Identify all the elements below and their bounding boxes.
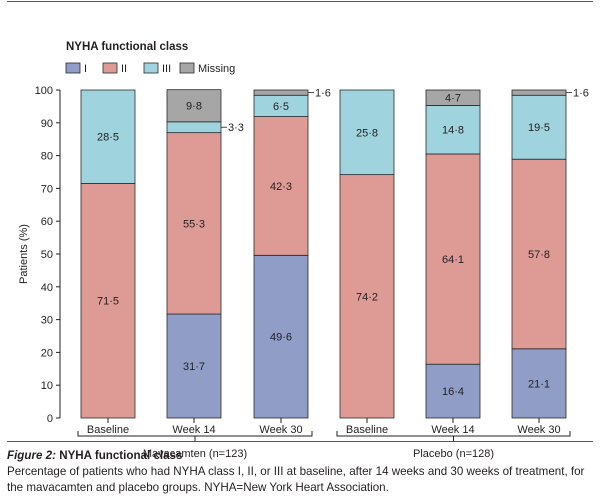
data-label: 49·6 [270, 332, 292, 344]
data-label: 19·5 [528, 122, 550, 134]
data-label: 21·1 [528, 378, 550, 390]
data-label: 31·7 [183, 361, 205, 373]
legend-title: NYHA functional class [66, 41, 188, 53]
bar-segment-ii [253, 116, 309, 256]
y-tick-label: 40 [41, 282, 53, 294]
data-label: 74·2 [356, 291, 378, 303]
legend-label-missing: Missing [198, 63, 235, 75]
bar-segment-iii [511, 94, 567, 160]
bar-segment-i [425, 363, 481, 419]
bar-segment-ii [425, 153, 481, 365]
bar-segment-missing [511, 89, 567, 96]
data-label: 25·8 [356, 127, 378, 139]
y-tick-label: 0 [47, 413, 53, 425]
legend-swatch-iii [143, 62, 159, 74]
data-label: 9·8 [186, 101, 202, 113]
caption-divider [7, 441, 593, 442]
data-label: 28·5 [97, 132, 119, 144]
y-tick-label: 60 [41, 216, 53, 228]
y-axis-label: Patients (%) [18, 224, 30, 284]
bar-segment-missing [425, 89, 481, 106]
caption-text: Percentage of patients who had NYHA clas… [7, 465, 585, 494]
legend-label-i: I [84, 63, 87, 75]
bar-segment-iii [166, 121, 222, 134]
y-tick-label: 20 [41, 347, 53, 359]
y-tick-label: 10 [41, 380, 53, 392]
data-label: 1·6 [573, 88, 589, 100]
data-label: 3·3 [228, 122, 244, 134]
legend-swatch-missing [179, 62, 195, 74]
caption-title-text: NYHA functional class [55, 449, 183, 462]
bar-segment-ii [511, 158, 567, 350]
group-label: Placebo (n=128) [413, 448, 494, 460]
bar-segment-iii [80, 89, 136, 184]
bar-segment-i [253, 254, 309, 419]
x-tick-label: Week 30 [259, 424, 302, 436]
legend-swatch-ii [102, 62, 118, 74]
data-label: 16·4 [442, 386, 464, 398]
x-tick-label: Week 14 [172, 424, 215, 436]
data-label: 71·5 [97, 296, 119, 308]
data-label: 55·3 [183, 218, 205, 230]
y-tick-label: 70 [41, 183, 53, 195]
y-tick-label: 90 [41, 118, 53, 130]
bar-segment-missing [166, 89, 222, 123]
data-label: 4·7 [445, 93, 461, 105]
legend-label-iii: III [162, 63, 171, 75]
y-tick-label: 30 [41, 315, 53, 327]
data-label: 6·5 [273, 101, 289, 113]
legend-label-ii: II [121, 63, 127, 75]
data-label: 42·3 [270, 181, 292, 193]
x-tick-label: Baseline [87, 424, 129, 436]
bar-segment-ii [339, 174, 395, 419]
caption-figure-label: Figure 2: [7, 449, 56, 462]
y-tick-label: 100 [35, 85, 53, 97]
legend-swatch-i [65, 62, 81, 74]
data-label: 64·1 [442, 254, 464, 266]
bar-segment-iii [339, 89, 395, 176]
x-tick-label: Baseline [346, 424, 388, 436]
y-tick-label: 80 [41, 151, 53, 163]
data-label: 57·8 [528, 249, 550, 261]
top-border [7, 1, 593, 2]
bar-segment-i [511, 348, 567, 419]
y-tick-label: 50 [41, 249, 53, 261]
data-label: 1·6 [315, 88, 331, 100]
x-tick-label: Week 30 [517, 424, 560, 436]
x-tick-label: Week 14 [431, 424, 474, 436]
data-label: 14·8 [442, 125, 464, 137]
figure-caption: Figure 2: NYHA functional class Percenta… [7, 448, 595, 496]
caption-title: Figure 2: NYHA functional class [7, 448, 595, 464]
bar-segment-missing [253, 89, 309, 96]
bar-segment-ii [80, 183, 136, 419]
group-label: Mavacamten (n=123) [143, 448, 247, 460]
